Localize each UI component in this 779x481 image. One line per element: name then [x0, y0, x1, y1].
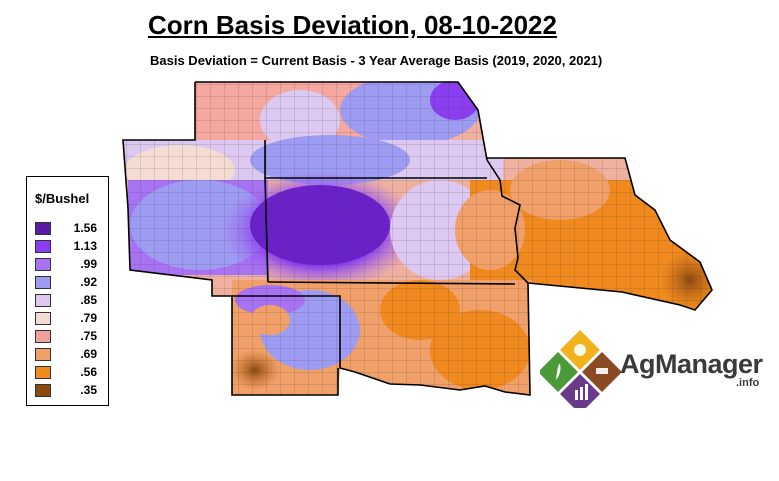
- legend-entry: 1.13: [35, 239, 105, 254]
- legend-swatch: [35, 222, 51, 235]
- legend-label: .99: [80, 257, 97, 271]
- legend-entry: .99: [35, 257, 105, 272]
- legend-label: .75: [80, 329, 97, 343]
- legend-entry: .35: [35, 383, 105, 398]
- legend-label: .69: [80, 347, 97, 361]
- legend-swatch: [35, 294, 51, 307]
- legend-entry: .85: [35, 293, 105, 308]
- legend-swatch: [35, 348, 51, 361]
- legend-label: .92: [80, 275, 97, 289]
- state-boundaries: [122, 81, 713, 396]
- legend-label: 1.13: [73, 239, 97, 253]
- legend-entry: .56: [35, 365, 105, 380]
- map-title: Corn Basis Deviation, 08-10-2022: [148, 10, 557, 40]
- legend-entry: .75: [35, 329, 105, 344]
- legend-entry: .79: [35, 311, 105, 326]
- legend-swatch: [35, 384, 51, 397]
- legend-label: .79: [80, 311, 97, 325]
- legend-swatch: [35, 240, 51, 253]
- legend-label: 1.56: [73, 221, 97, 235]
- legend-swatch: [35, 312, 51, 325]
- legend-label: .56: [80, 365, 97, 379]
- logo-name: AgManager: [620, 349, 763, 379]
- legend-entry: 1.56: [35, 221, 105, 236]
- legend-swatch: [35, 366, 51, 379]
- legend: $/Bushel 1.56 1.13 .99 .92 .85 .79 .75 .…: [26, 176, 109, 406]
- legend-entry: .92: [35, 275, 105, 290]
- map-subtitle: Basis Deviation = Current Basis - 3 Year…: [150, 53, 603, 68]
- legend-swatch: [35, 258, 51, 271]
- legend-label: .35: [80, 383, 97, 397]
- legend-swatch: [35, 330, 51, 343]
- agmanager-logo-icon: [540, 330, 622, 408]
- legend-title: $/Bushel: [35, 191, 90, 206]
- logo-suffix: .info: [736, 377, 760, 389]
- legend-label: .85: [80, 293, 97, 307]
- legend-entry: .69: [35, 347, 105, 362]
- legend-swatch: [35, 276, 51, 289]
